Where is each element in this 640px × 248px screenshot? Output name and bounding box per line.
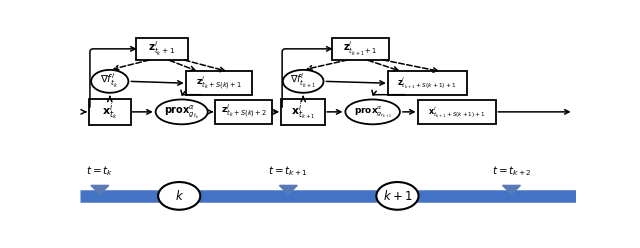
FancyBboxPatch shape — [417, 100, 497, 124]
Ellipse shape — [376, 182, 419, 210]
Text: $\mathbf{z}^i_{t_k+S(k)+1}$: $\mathbf{z}^i_{t_k+S(k)+1}$ — [196, 75, 242, 92]
Text: $k$: $k$ — [175, 189, 184, 203]
Text: $\nabla f^i_{t_{k+1}}$: $\nabla f^i_{t_{k+1}}$ — [291, 72, 316, 90]
Text: $\mathbf{x}^i_{t_{k+1}}$: $\mathbf{x}^i_{t_{k+1}}$ — [291, 101, 316, 122]
Text: $\mathbf{z}^i_{t_k+1}$: $\mathbf{z}^i_{t_k+1}$ — [148, 40, 175, 58]
FancyBboxPatch shape — [281, 99, 325, 125]
FancyBboxPatch shape — [332, 38, 388, 60]
Text: $t=t_{k+1}$: $t=t_{k+1}$ — [268, 164, 308, 178]
Ellipse shape — [156, 99, 208, 124]
Polygon shape — [502, 186, 520, 194]
Text: $\mathbf{prox}^{\alpha}_{g_{t_k}}$: $\mathbf{prox}^{\alpha}_{g_{t_k}}$ — [164, 103, 199, 121]
Text: $k+1$: $k+1$ — [383, 189, 412, 203]
Text: $\nabla f^i_{t_k}$: $\nabla f^i_{t_k}$ — [100, 72, 119, 90]
FancyBboxPatch shape — [388, 71, 467, 95]
FancyBboxPatch shape — [136, 38, 188, 60]
Ellipse shape — [283, 70, 324, 93]
Text: $\mathbf{x}^i_{t_{k+1}+S(k+1)+1}$: $\mathbf{x}^i_{t_{k+1}+S(k+1)+1}$ — [428, 104, 486, 120]
Text: $\mathbf{z}^i_{t_{k+1}+1}$: $\mathbf{z}^i_{t_{k+1}+1}$ — [343, 40, 378, 58]
Text: $t=t_k$: $t=t_k$ — [86, 164, 113, 178]
Text: $\mathbf{prox}^{\alpha}_{g_{t_{k+1}}}$: $\mathbf{prox}^{\alpha}_{g_{t_{k+1}}}$ — [354, 104, 392, 120]
Text: $\mathbf{z}^i_{t_{k+1}+S(k+1)+1}$: $\mathbf{z}^i_{t_{k+1}+S(k+1)+1}$ — [397, 75, 457, 91]
FancyBboxPatch shape — [216, 100, 272, 124]
Polygon shape — [280, 186, 297, 194]
Ellipse shape — [158, 182, 200, 210]
FancyBboxPatch shape — [89, 99, 131, 125]
Text: $\mathbf{x}^i_{t_k}$: $\mathbf{x}^i_{t_k}$ — [102, 101, 118, 122]
Text: $\mathbf{z}^i_{t_k+S(k)+2}$: $\mathbf{z}^i_{t_k+S(k)+2}$ — [221, 103, 267, 121]
Text: $t=t_{k+2}$: $t=t_{k+2}$ — [492, 164, 531, 178]
FancyBboxPatch shape — [186, 71, 252, 95]
Ellipse shape — [346, 99, 400, 124]
Polygon shape — [91, 186, 109, 194]
Ellipse shape — [91, 70, 129, 93]
